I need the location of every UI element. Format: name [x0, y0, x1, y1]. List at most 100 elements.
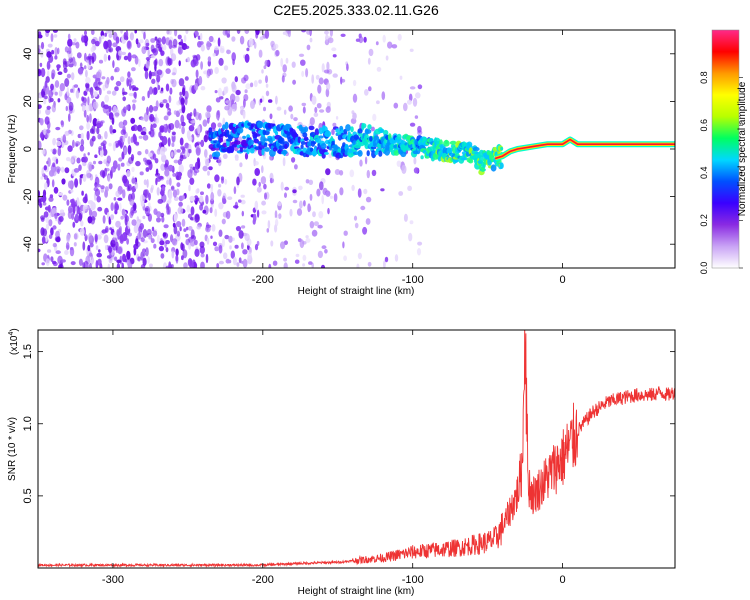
noise-blob	[181, 126, 185, 135]
noise-blob	[292, 189, 297, 194]
noise-blob	[283, 262, 288, 268]
noise-blob	[79, 125, 84, 131]
noise-blob	[268, 99, 273, 103]
noise-blob	[38, 198, 42, 206]
signal-blob	[315, 138, 322, 144]
noise-blob	[397, 33, 402, 41]
noise-blob	[318, 211, 324, 219]
noise-blob	[217, 156, 222, 167]
noise-blob	[129, 32, 134, 41]
noise-blob	[296, 208, 303, 216]
noise-blob	[376, 66, 382, 72]
noise-blob	[261, 69, 264, 74]
noise-blob	[302, 263, 306, 267]
noise-blob	[90, 201, 96, 211]
noise-blob	[83, 153, 86, 158]
noise-blob	[383, 260, 386, 268]
noise-blob	[353, 215, 358, 221]
noise-blob	[226, 30, 230, 37]
noise-blob	[82, 156, 88, 163]
noise-blob	[47, 249, 52, 253]
noise-blob	[52, 242, 57, 248]
noise-blob	[73, 242, 77, 247]
noise-blob	[180, 38, 184, 46]
noise-blob	[45, 129, 51, 134]
noise-blob	[188, 125, 195, 132]
noise-blob	[258, 49, 263, 58]
noise-blob	[126, 259, 131, 266]
noise-blob	[327, 207, 330, 215]
noise-blob	[216, 263, 220, 268]
noise-blob	[48, 219, 53, 227]
noise-blob	[148, 86, 153, 95]
noise-blob	[71, 72, 75, 81]
noise-blob	[370, 126, 375, 132]
noise-blob	[311, 95, 317, 105]
noise-blob	[276, 106, 282, 111]
noise-blob	[158, 58, 164, 67]
noise-blob	[229, 245, 232, 250]
noise-blob	[269, 113, 273, 120]
noise-blob	[167, 137, 171, 147]
noise-blob	[242, 110, 246, 119]
noise-blob	[67, 60, 70, 65]
spectrogram-y-label: Frequency (Hz)	[7, 115, 18, 184]
noise-blob	[292, 79, 296, 85]
signal-blob	[361, 123, 367, 129]
noise-blob	[206, 237, 210, 245]
noise-blob	[123, 147, 128, 156]
noise-blob	[231, 83, 237, 93]
noise-blob	[209, 154, 213, 159]
signal-blob	[236, 127, 244, 134]
noise-blob	[282, 64, 288, 73]
noise-blob	[321, 63, 325, 73]
noise-blob	[182, 249, 188, 259]
noise-blob	[90, 46, 95, 53]
noise-blob	[413, 167, 419, 174]
noise-blob	[146, 106, 149, 116]
noise-blob	[261, 200, 266, 206]
noise-blob	[332, 73, 338, 78]
x-tick-label: -200	[252, 574, 274, 586]
noise-blob	[272, 260, 278, 266]
noise-blob	[165, 265, 171, 268]
noise-blob	[323, 69, 330, 74]
noise-blob	[145, 61, 151, 69]
signal-blob	[302, 132, 308, 138]
noise-blob	[283, 109, 287, 115]
noise-blob	[365, 218, 371, 225]
noise-blob	[167, 111, 172, 116]
noise-blob	[51, 49, 55, 55]
noise-blob	[200, 253, 205, 258]
noise-blob	[173, 212, 178, 223]
noise-blob	[126, 238, 129, 245]
noise-blob	[148, 263, 153, 268]
snr-x-ticks: -300 -200 -100 0	[102, 330, 566, 586]
noise-blob	[45, 30, 51, 34]
noise-blob	[236, 176, 240, 186]
noise-blob	[119, 234, 124, 244]
noise-blob	[117, 197, 123, 201]
noise-blob	[211, 224, 216, 232]
noise-blob	[168, 164, 174, 172]
noise-blob	[112, 42, 118, 48]
noise-blob	[108, 257, 113, 264]
noise-blob	[100, 101, 105, 108]
noise-blob	[38, 34, 43, 39]
noise-blob	[161, 154, 167, 163]
noise-blob	[160, 212, 165, 218]
noise-blob	[115, 80, 122, 87]
signal-blob	[304, 126, 309, 133]
noise-blob	[269, 177, 273, 184]
signal-blob	[400, 150, 407, 158]
noise-blob	[399, 75, 403, 80]
signal-blob	[300, 141, 306, 145]
signal-blob	[443, 140, 450, 147]
noise-blob	[172, 222, 176, 228]
noise-blob	[206, 40, 211, 51]
noise-blob	[189, 238, 196, 247]
noise-blob	[259, 36, 264, 41]
noise-blob	[174, 119, 180, 129]
noise-blob	[228, 235, 233, 243]
noise-blob	[118, 157, 123, 162]
